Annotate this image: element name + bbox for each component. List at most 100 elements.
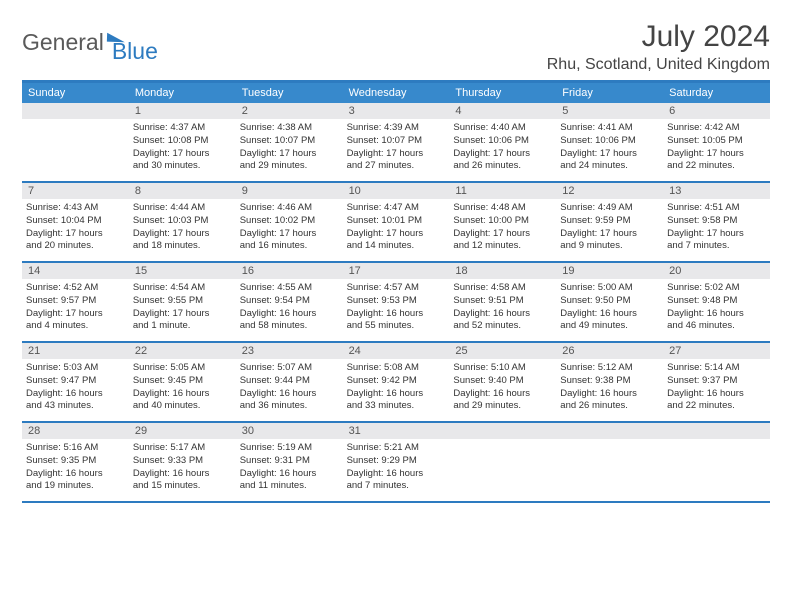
day-cell: 9Sunrise: 4:46 AMSunset: 10:02 PMDayligh… [236, 183, 343, 261]
day-cell: 20Sunrise: 5:02 AMSunset: 9:48 PMDayligh… [663, 263, 770, 341]
day-name: Friday [556, 83, 663, 103]
day-info-line: Sunset: 9:59 PM [560, 215, 659, 228]
day-info-line: Daylight: 17 hours [667, 228, 766, 241]
day-info-line: Sunrise: 4:37 AM [133, 122, 232, 135]
calendar: Sunday Monday Tuesday Wednesday Thursday… [22, 80, 770, 503]
day-info-line: and 22 minutes. [667, 400, 766, 413]
day-number: 13 [663, 183, 770, 199]
day-info-line: and 15 minutes. [133, 480, 232, 493]
day-info-line: Daylight: 17 hours [453, 228, 552, 241]
day-info-line: Sunrise: 5:07 AM [240, 362, 339, 375]
day-number: 10 [343, 183, 450, 199]
day-number [556, 423, 663, 439]
day-cell: 7Sunrise: 4:43 AMSunset: 10:04 PMDayligh… [22, 183, 129, 261]
day-cell: 25Sunrise: 5:10 AMSunset: 9:40 PMDayligh… [449, 343, 556, 421]
day-info-line: and 1 minute. [133, 320, 232, 333]
day-cell: 19Sunrise: 5:00 AMSunset: 9:50 PMDayligh… [556, 263, 663, 341]
day-number [663, 423, 770, 439]
day-number: 18 [449, 263, 556, 279]
day-info-line: Sunset: 9:44 PM [240, 375, 339, 388]
day-cell: 14Sunrise: 4:52 AMSunset: 9:57 PMDayligh… [22, 263, 129, 341]
logo-text-1: General [22, 29, 104, 56]
day-info-line: Daylight: 16 hours [133, 468, 232, 481]
day-number [449, 423, 556, 439]
day-info-line: Daylight: 16 hours [347, 308, 446, 321]
day-info-line: and 46 minutes. [667, 320, 766, 333]
day-info-line: Sunrise: 5:08 AM [347, 362, 446, 375]
day-number: 31 [343, 423, 450, 439]
day-info-line: Daylight: 16 hours [453, 308, 552, 321]
day-number: 8 [129, 183, 236, 199]
week-row: 7Sunrise: 4:43 AMSunset: 10:04 PMDayligh… [22, 183, 770, 263]
week-row: 14Sunrise: 4:52 AMSunset: 9:57 PMDayligh… [22, 263, 770, 343]
day-info-line: Sunset: 9:42 PM [347, 375, 446, 388]
day-info-line: Daylight: 17 hours [26, 308, 125, 321]
week-row: 21Sunrise: 5:03 AMSunset: 9:47 PMDayligh… [22, 343, 770, 423]
day-info-line: Sunset: 9:57 PM [26, 295, 125, 308]
day-info-line: Sunset: 10:00 PM [453, 215, 552, 228]
day-info-line: Sunset: 9:45 PM [133, 375, 232, 388]
day-cell: 27Sunrise: 5:14 AMSunset: 9:37 PMDayligh… [663, 343, 770, 421]
day-info-line: Sunset: 10:01 PM [347, 215, 446, 228]
day-info-line: Daylight: 16 hours [560, 388, 659, 401]
day-cell [663, 423, 770, 501]
day-info-line: Sunrise: 4:57 AM [347, 282, 446, 295]
day-info-line: Daylight: 17 hours [133, 228, 232, 241]
day-info-line: and 52 minutes. [453, 320, 552, 333]
day-number: 16 [236, 263, 343, 279]
day-info-line: Daylight: 16 hours [26, 468, 125, 481]
day-info-line: and 26 minutes. [560, 400, 659, 413]
day-cell: 8Sunrise: 4:44 AMSunset: 10:03 PMDayligh… [129, 183, 236, 261]
day-info-line: Sunset: 9:35 PM [26, 455, 125, 468]
day-cell [556, 423, 663, 501]
day-info-line: and 29 minutes. [453, 400, 552, 413]
day-info-line: Sunset: 9:47 PM [26, 375, 125, 388]
day-info-line: Sunset: 9:51 PM [453, 295, 552, 308]
day-cell: 18Sunrise: 4:58 AMSunset: 9:51 PMDayligh… [449, 263, 556, 341]
day-info-line: and 55 minutes. [347, 320, 446, 333]
day-info-line: Sunrise: 4:48 AM [453, 202, 552, 215]
day-number: 17 [343, 263, 450, 279]
day-info-line: Sunrise: 5:05 AM [133, 362, 232, 375]
day-name: Tuesday [236, 83, 343, 103]
day-info-line: Daylight: 17 hours [453, 148, 552, 161]
day-cell: 2Sunrise: 4:38 AMSunset: 10:07 PMDayligh… [236, 103, 343, 181]
day-info-line: Sunset: 10:03 PM [133, 215, 232, 228]
day-info-line: Daylight: 16 hours [667, 388, 766, 401]
day-number [22, 103, 129, 119]
day-name: Wednesday [343, 83, 450, 103]
day-info-line: Sunrise: 4:54 AM [133, 282, 232, 295]
day-name: Thursday [449, 83, 556, 103]
day-info-line: and 19 minutes. [26, 480, 125, 493]
day-info-line: Sunset: 9:54 PM [240, 295, 339, 308]
day-number: 9 [236, 183, 343, 199]
day-number: 25 [449, 343, 556, 359]
week-row: 1Sunrise: 4:37 AMSunset: 10:08 PMDayligh… [22, 103, 770, 183]
day-info-line: Sunset: 9:38 PM [560, 375, 659, 388]
day-info-line: Daylight: 16 hours [240, 388, 339, 401]
day-info-line: Daylight: 16 hours [240, 308, 339, 321]
day-info-line: Sunrise: 4:40 AM [453, 122, 552, 135]
day-number: 23 [236, 343, 343, 359]
day-info-line: Sunset: 10:07 PM [240, 135, 339, 148]
day-info-line: Daylight: 17 hours [26, 228, 125, 241]
month-title: July 2024 [547, 20, 770, 54]
day-info-line: and 40 minutes. [133, 400, 232, 413]
day-info-line: Sunset: 10:05 PM [667, 135, 766, 148]
day-info-line: and 22 minutes. [667, 160, 766, 173]
day-info-line: Sunrise: 4:52 AM [26, 282, 125, 295]
day-cell: 13Sunrise: 4:51 AMSunset: 9:58 PMDayligh… [663, 183, 770, 261]
day-cell [22, 103, 129, 181]
calendar-page: General Blue July 2024 Rhu, Scotland, Un… [0, 0, 792, 523]
day-number: 2 [236, 103, 343, 119]
day-info-line: Sunset: 9:53 PM [347, 295, 446, 308]
day-info-line: Sunrise: 5:10 AM [453, 362, 552, 375]
day-info-line: Sunrise: 4:55 AM [240, 282, 339, 295]
day-cell: 26Sunrise: 5:12 AMSunset: 9:38 PMDayligh… [556, 343, 663, 421]
day-cell: 4Sunrise: 4:40 AMSunset: 10:06 PMDayligh… [449, 103, 556, 181]
day-info-line: Daylight: 16 hours [240, 468, 339, 481]
day-info-line: Sunset: 10:02 PM [240, 215, 339, 228]
day-cell: 1Sunrise: 4:37 AMSunset: 10:08 PMDayligh… [129, 103, 236, 181]
day-cell: 29Sunrise: 5:17 AMSunset: 9:33 PMDayligh… [129, 423, 236, 501]
weeks-container: 1Sunrise: 4:37 AMSunset: 10:08 PMDayligh… [22, 103, 770, 503]
